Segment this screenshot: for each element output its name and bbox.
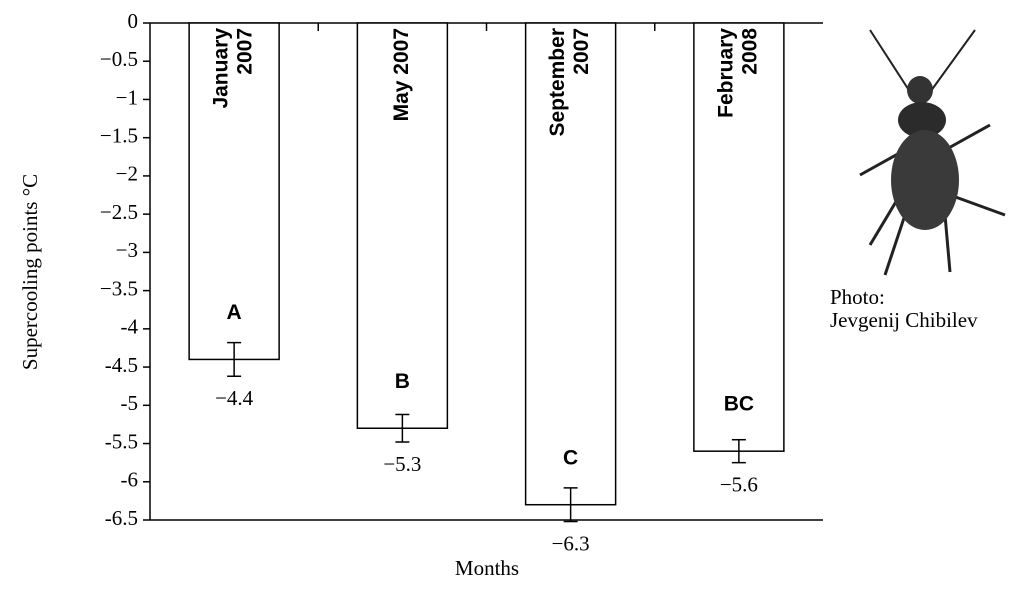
category-label: 2008 [738, 28, 761, 75]
category-label: 2007 [570, 28, 593, 75]
bar [694, 23, 784, 451]
bar [526, 23, 616, 505]
value-label: −4.4 [215, 386, 254, 410]
y-tick-label: -4 [121, 315, 139, 339]
y-axis-label: Supercooling points °C [18, 174, 42, 370]
y-tick-label: −2.5 [100, 200, 138, 224]
beetle-photo [830, 20, 1020, 282]
significance-letter: A [227, 301, 242, 324]
y-tick-label: −0.5 [100, 47, 138, 71]
value-label: −5.3 [383, 452, 421, 476]
y-axis-unit: °C [18, 174, 42, 196]
x-axis-label: Months [455, 556, 519, 580]
y-tick-label: -4.5 [105, 353, 138, 377]
y-tick-label: −1 [116, 85, 138, 109]
category-label: February [714, 28, 737, 118]
page: {"chart_data": {"type": "bar", "categori… [0, 0, 1025, 601]
y-axis-label-text: Supercooling points [18, 202, 42, 371]
y-tick-label: −1.5 [100, 124, 138, 148]
category-label: January [210, 28, 233, 109]
category-label: September [546, 28, 569, 137]
chart: Photo: Jevgenij Chibilev Months Supercoo… [0, 0, 1025, 601]
category-label: May 2007 [390, 28, 413, 121]
photo-caption: Photo: [830, 285, 885, 309]
significance-letter: B [395, 370, 410, 393]
y-tick-label: 0 [128, 9, 139, 33]
value-label: −6.3 [552, 531, 590, 555]
significance-letter: BC [724, 393, 754, 416]
y-tick-label: −2 [116, 162, 138, 186]
significance-letter: C [563, 446, 578, 469]
photo-caption: Jevgenij Chibilev [830, 308, 978, 332]
y-tick-label: -6 [121, 468, 139, 492]
y-tick-label: -5.5 [105, 429, 138, 453]
y-tick-label: −3 [116, 238, 138, 262]
y-tick-label: -6.5 [105, 506, 138, 530]
category-label: 2007 [234, 28, 257, 75]
y-tick-label: −3.5 [100, 276, 138, 300]
y-tick-label: -5 [121, 391, 139, 415]
value-label: −5.6 [720, 472, 758, 496]
